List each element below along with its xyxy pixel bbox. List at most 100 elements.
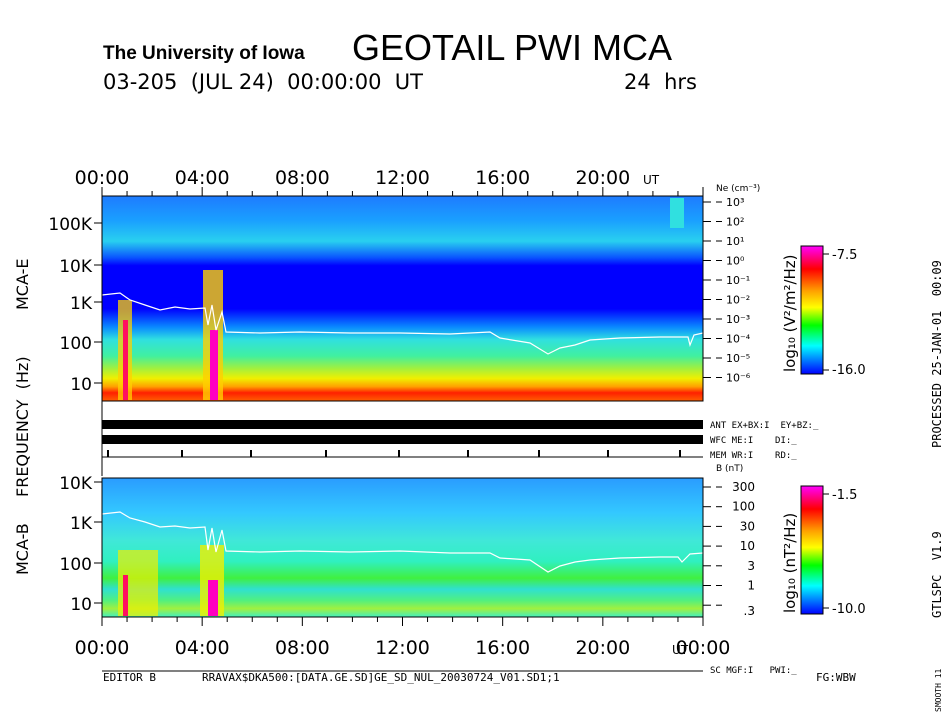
file-path: RRAVAX$DKA500:[DATA.GE.SD]GE_SD_NUL_2003… bbox=[202, 671, 560, 684]
mem-write-tick bbox=[607, 450, 609, 457]
b-tick-label: 1 bbox=[747, 579, 755, 593]
mca-e-frequency-axis: 100K 10K 1K 100 10 bbox=[48, 215, 102, 395]
mca-e-colorbar-min: -16.0 bbox=[832, 363, 866, 378]
mca-b-field-trace bbox=[101, 511, 704, 573]
top-time-tick-label: 04:00 bbox=[175, 167, 230, 189]
frequency-axis-label: FREQUENCY (Hz) bbox=[13, 356, 32, 497]
smooth-label: SMOOTH 11 bbox=[934, 668, 943, 712]
ne-tick-label: 10⁰ bbox=[726, 255, 745, 268]
wfc-status: WFC ME:I DI:_ bbox=[710, 436, 797, 446]
b-tick-label: 100 bbox=[732, 500, 755, 514]
sc-status: SC MGF:I PWI:_ bbox=[710, 666, 797, 676]
ne-tick-label: 10⁻⁴ bbox=[726, 333, 751, 346]
ant-status: ANT EX+BX:I EY+BZ:_ bbox=[710, 421, 819, 431]
mca-b-label: MCA-B bbox=[13, 523, 32, 575]
top-ut-unit: UT bbox=[643, 173, 660, 187]
b-tick-label: 30 bbox=[740, 519, 755, 533]
mem-write-tick bbox=[467, 450, 469, 457]
b-tick-label: 300 bbox=[732, 480, 755, 494]
mca-b-frequency-tick-label: 1K bbox=[70, 514, 93, 534]
mca-b-colorbar: -1.5 -10.0 log₁₀ (nT²/Hz) bbox=[781, 485, 866, 617]
ant-bar bbox=[102, 420, 703, 429]
mca-e-frequency-tick-label: 1K bbox=[70, 294, 93, 314]
top-time-axis: 00:00 04:00 08:00 12:00 16:00 20:00 bbox=[75, 167, 704, 626]
b-tick-label: 3 bbox=[747, 559, 755, 573]
mca-e-burst-4 bbox=[210, 330, 218, 400]
bottom-time-tick-label: 00:00 bbox=[75, 637, 130, 659]
bottom-time-tick-label: 00:00 bbox=[676, 637, 731, 659]
version-label: GTLSPC V1.9 bbox=[930, 531, 944, 618]
mca-b-colorbar-fill bbox=[800, 485, 824, 615]
mca-e-label: MCA-E bbox=[13, 259, 32, 310]
bottom-time-axis: 00:00 04:00 08:00 12:00 16:00 20:00 00:00 bbox=[75, 637, 731, 659]
bottom-time-tick-label: 08:00 bbox=[275, 637, 330, 659]
wfc-bar bbox=[102, 435, 703, 444]
mca-b-colorbar-max: -1.5 bbox=[832, 488, 857, 503]
mca-e-frequency-tick-label: 100 bbox=[60, 334, 92, 354]
bottom-ut-unit: UT bbox=[672, 643, 689, 657]
date-line: 03-205 (JUL 24) 00:00:00 UT bbox=[103, 70, 423, 94]
status-bars: ANT EX+BX:I EY+BZ:_ WFC ME:I DI:_ MEM WR… bbox=[101, 401, 819, 476]
mca-e-spectrogram bbox=[102, 196, 703, 401]
top-time-tick-label: 12:00 bbox=[375, 167, 430, 189]
mca-b-panel: 10K 1K 100 10 300 100 30 10 3 1 .3 bbox=[59, 474, 755, 618]
fg-label: FG:WBW bbox=[816, 671, 856, 684]
mem-write-tick bbox=[325, 450, 327, 457]
mca-b-burst-4 bbox=[208, 580, 218, 616]
page-title: GEOTAIL PWI MCA bbox=[352, 27, 672, 68]
b-tick-label: .3 bbox=[744, 604, 755, 618]
mca-e-density-trace bbox=[101, 292, 704, 355]
mca-b-burst-2 bbox=[123, 575, 128, 616]
ne-tick-label: 10³ bbox=[726, 196, 744, 209]
ne-tick-label: 10⁻⁵ bbox=[726, 352, 750, 365]
mca-e-frequency-tick-label: 10 bbox=[70, 375, 92, 395]
processed-label: PROCESSED 25-JAN-01 00:09 bbox=[930, 260, 944, 448]
mem-write-tick bbox=[398, 450, 400, 457]
mca-e-colorbar-max: -7.5 bbox=[832, 248, 857, 263]
mem-write-tick bbox=[538, 450, 540, 457]
b-tick-label: 10 bbox=[740, 539, 755, 553]
mem-write-tick bbox=[107, 450, 109, 457]
mem-write-tick bbox=[250, 450, 252, 457]
mca-e-colorbar-label: log₁₀ (V²/m²/Hz) bbox=[781, 254, 799, 372]
bottom-time-tick-label: 20:00 bbox=[575, 637, 630, 659]
ne-tick-label: 10⁻¹ bbox=[726, 274, 750, 287]
bottom-time-tick-label: 16:00 bbox=[475, 637, 530, 659]
mca-e-frequency-tick-label: 100K bbox=[48, 215, 92, 235]
ne-tick-label: 10⁻⁶ bbox=[726, 372, 751, 385]
mca-b-frequency-axis: 10K 1K 100 10 bbox=[59, 474, 102, 615]
ne-tick-label: 10² bbox=[726, 216, 744, 229]
duration-label: 24 hrs bbox=[624, 70, 697, 94]
top-time-tick-label: 16:00 bbox=[475, 167, 530, 189]
mca-b-frequency-tick-label: 10K bbox=[59, 474, 93, 494]
mca-e-colorbar-fill bbox=[800, 245, 824, 375]
bottom-time-tick-label: 12:00 bbox=[375, 637, 430, 659]
mem-write-ticks bbox=[107, 450, 681, 457]
mca-b-b-axis: 300 100 30 10 3 1 .3 bbox=[702, 478, 755, 618]
top-time-tick-label: 00:00 bbox=[75, 167, 130, 189]
institution-label: The University of Iowa bbox=[103, 43, 305, 64]
bottom-time-tick-label: 04:00 bbox=[175, 637, 230, 659]
mca-b-colorbar-min: -10.0 bbox=[832, 602, 866, 617]
b-header: B (nT) bbox=[716, 464, 743, 474]
mca-b-spectrogram bbox=[102, 478, 703, 617]
mca-e-burst-2 bbox=[123, 320, 128, 400]
top-time-tick-label: 20:00 bbox=[575, 167, 630, 189]
top-time-tick-label: 08:00 bbox=[275, 167, 330, 189]
mem-write-tick bbox=[181, 450, 183, 457]
mca-e-frequency-tick-label: 10K bbox=[59, 257, 93, 277]
ne-tick-label: 10¹ bbox=[726, 235, 744, 248]
mem-status: MEM WR:I RD:_ bbox=[710, 451, 797, 461]
ne-tick-label: 10⁻³ bbox=[726, 313, 750, 326]
mem-write-tick bbox=[679, 450, 681, 457]
mca-e-colorbar: -7.5 -16.0 log₁₀ (V²/m²/Hz) bbox=[781, 245, 866, 378]
mca-e-ne-axis: 10³ 10² 10¹ 10⁰ 10⁻¹ 10⁻² 10⁻³ 10⁻⁴ 10⁻⁵ 10⁻⁶ bbox=[702, 196, 751, 401]
mca-b-frequency-tick-label: 100 bbox=[60, 555, 92, 575]
mca-e-upper-patch bbox=[670, 198, 684, 228]
ne-header: Ne (cm⁻³) bbox=[716, 184, 760, 194]
ne-tick-label: 10⁻² bbox=[726, 294, 750, 307]
editor-label: EDITOR B bbox=[103, 671, 156, 684]
mca-b-colorbar-label: log₁₀ (nT²/Hz) bbox=[781, 513, 799, 613]
